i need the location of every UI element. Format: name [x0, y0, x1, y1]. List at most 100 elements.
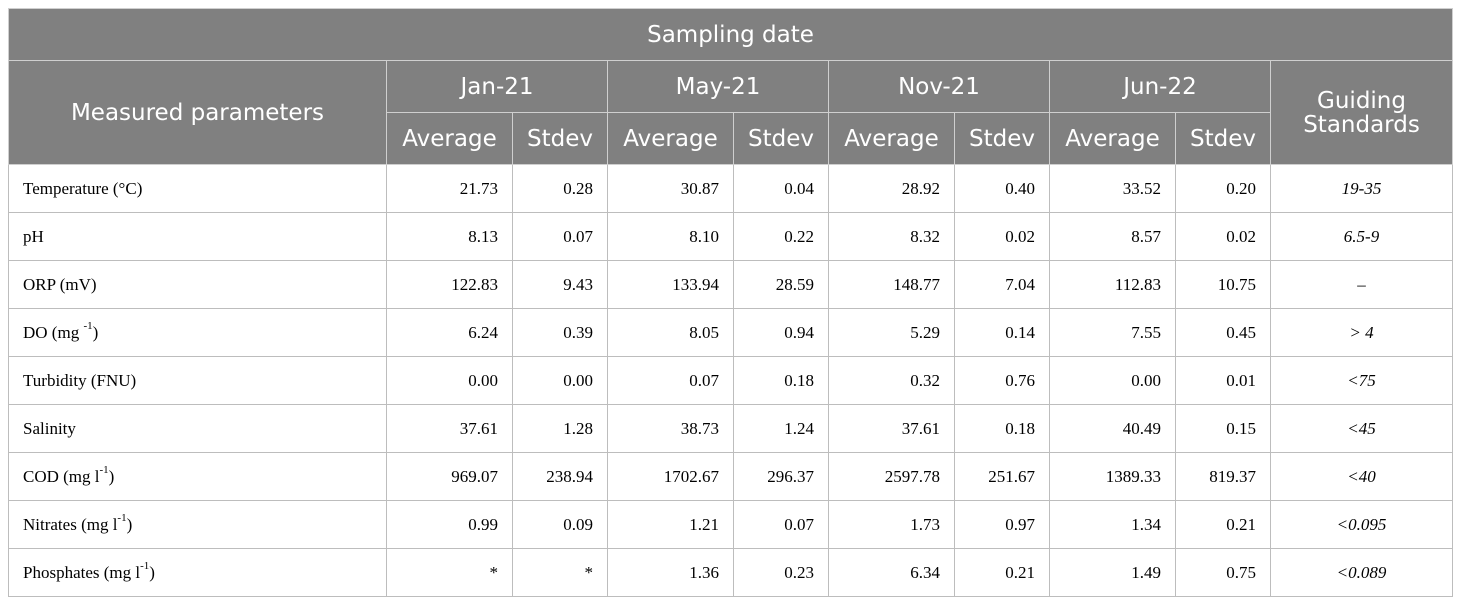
guiding-standard-value: <75 [1269, 356, 1454, 405]
stdev-value: * [512, 548, 608, 597]
average-value: 112.83 [1049, 260, 1176, 309]
unit-suffix: ) [108, 466, 115, 486]
average-value: 969.07 [386, 452, 513, 501]
average-header: Average [1049, 112, 1176, 165]
average-value: 8.10 [607, 212, 734, 261]
unit-exponent: -1 [99, 463, 109, 476]
average-value: 1389.33 [1049, 452, 1176, 501]
stdev-value: 0.02 [954, 212, 1050, 261]
average-value: * [386, 548, 513, 597]
average-header: Average [828, 112, 955, 165]
stdev-value: 0.97 [954, 500, 1050, 549]
stdev-value: 1.28 [512, 404, 608, 453]
guiding-standards-header: Guiding Standards [1269, 60, 1454, 165]
stdev-value: 0.18 [733, 356, 829, 405]
measured-parameters-header: Measured parameters [8, 60, 387, 165]
stdev-value: 0.04 [733, 164, 829, 213]
table-row: Temperature (°C) 21.73 0.28 30.87 0.04 28.92 0… [8, 164, 1454, 213]
average-value: 133.94 [607, 260, 734, 309]
average-value: 33.52 [1049, 164, 1176, 213]
average-value: 0.07 [607, 356, 734, 405]
average-value: 2597.78 [828, 452, 955, 501]
date-header-jan-21: Jan-21 [386, 60, 608, 113]
stdev-value: 819.37 [1175, 452, 1271, 501]
unit-exponent: -1 [83, 319, 93, 332]
average-value: 1702.67 [607, 452, 734, 501]
parameter-label: Nitrates (mg l [23, 514, 118, 534]
stdev-value: 238.94 [512, 452, 608, 501]
stdev-header: Stdev [733, 112, 829, 165]
stdev-value: 0.28 [512, 164, 608, 213]
guiding-standard-value: – [1269, 260, 1454, 309]
date-header-may-21: May-21 [607, 60, 829, 113]
guiding-standard-value: <40 [1269, 452, 1454, 501]
stdev-value: 0.40 [954, 164, 1050, 213]
unit-suffix: ) [126, 514, 133, 534]
parameter-label: pH [23, 226, 44, 246]
stdev-value: 296.37 [733, 452, 829, 501]
average-value: 1.34 [1049, 500, 1176, 549]
parameter-name: pH [8, 212, 387, 261]
table-row: Turbidity (FNU) 0.00 0.00 0.07 0.18 0.32 0.76 0… [8, 356, 1454, 405]
stdev-value: 0.21 [954, 548, 1050, 597]
stdev-value: 9.43 [512, 260, 608, 309]
parameter-name: ORP (mV) [8, 260, 387, 309]
average-value: 1.36 [607, 548, 734, 597]
average-value: 8.13 [386, 212, 513, 261]
guiding-standard-value: <45 [1269, 404, 1454, 453]
average-value: 37.61 [828, 404, 955, 453]
stdev-value: 28.59 [733, 260, 829, 309]
average-value: 6.24 [386, 308, 513, 357]
stdev-value: 0.76 [954, 356, 1050, 405]
stdev-header: Stdev [512, 112, 608, 165]
average-value: 1.73 [828, 500, 955, 549]
date-header-nov-21: Nov-21 [828, 60, 1050, 113]
parameter-label: ORP (mV) [23, 274, 97, 294]
stdev-value: 0.18 [954, 404, 1050, 453]
guiding-standards-line2: Standards [1303, 111, 1420, 138]
parameter-name: Temperature (°C) [8, 164, 387, 213]
stdev-value: 10.75 [1175, 260, 1271, 309]
stdev-value: 0.07 [733, 500, 829, 549]
stdev-value: 0.20 [1175, 164, 1271, 213]
average-value: 8.57 [1049, 212, 1176, 261]
average-value: 148.77 [828, 260, 955, 309]
parameter-name: Salinity [8, 404, 387, 453]
unit-suffix: ) [149, 562, 155, 582]
stdev-header: Stdev [1175, 112, 1271, 165]
stdev-value: 0.15 [1175, 404, 1271, 453]
table-row: Salinity 37.61 1.28 38.73 1.24 37.61 0.18 40.49… [8, 404, 1454, 453]
parameter-name: COD (mg l-1) [8, 452, 387, 501]
stdev-value: 0.75 [1175, 548, 1271, 597]
stdev-value: 0.45 [1175, 308, 1271, 357]
average-value: 7.55 [1049, 308, 1176, 357]
date-header-jun-22: Jun-22 [1049, 60, 1271, 113]
stdev-value: 1.24 [733, 404, 829, 453]
average-header: Average [607, 112, 734, 165]
parameter-label: Turbidity (FNU) [23, 370, 137, 390]
average-value: 5.29 [828, 308, 955, 357]
guiding-standard-value: <0.095 [1269, 500, 1454, 549]
table-row: Nitrates (mg l-1) 0.99 0.09 1.21 0.07 1.73 0.9… [8, 500, 1454, 549]
stdev-value: 0.02 [1175, 212, 1271, 261]
average-value: 21.73 [386, 164, 513, 213]
table-row: pH 8.13 0.07 8.10 0.22 8.32 0.02 8.57 0.02 6.5-9 [8, 212, 1454, 261]
unit-suffix: ) [92, 322, 99, 342]
unit-exponent: -1 [140, 559, 150, 572]
guiding-standard-value: > 4 [1269, 308, 1454, 357]
stdev-value: 0.21 [1175, 500, 1271, 549]
stdev-value: 0.23 [733, 548, 829, 597]
stdev-value: 0.94 [733, 308, 829, 357]
average-value: 28.92 [828, 164, 955, 213]
stdev-value: 0.01 [1175, 356, 1271, 405]
guiding-standards-line1: Guiding [1317, 87, 1406, 114]
average-header: Average [386, 112, 513, 165]
parameters-table: Sampling date Measured parameters Jan-21… [7, 8, 1454, 597]
stdev-value: 7.04 [954, 260, 1050, 309]
stdev-value: 0.22 [733, 212, 829, 261]
average-value: 0.00 [1049, 356, 1176, 405]
parameter-label: COD (mg l [23, 466, 100, 486]
average-value: 0.00 [386, 356, 513, 405]
parameter-label: Temperature (°C) [23, 178, 143, 198]
table-body: Temperature (°C) 21.73 0.28 30.87 0.04 28.92 0… [8, 164, 1454, 597]
